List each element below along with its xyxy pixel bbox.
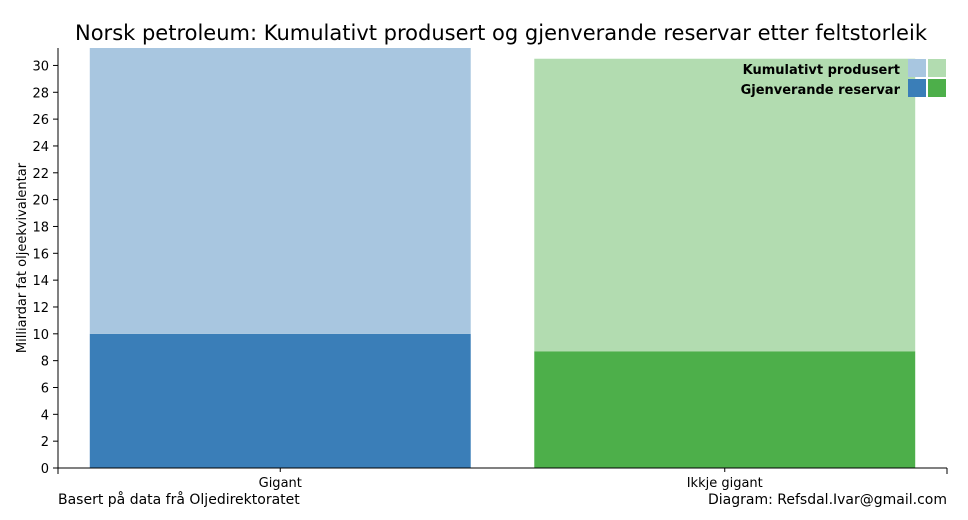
- x-tick-label: Ikkje gigant: [687, 476, 763, 491]
- chart-title: Norsk petroleum: Kumulativt produsert og…: [75, 21, 928, 45]
- bar-reserve-1: [89, 333, 471, 468]
- y-tick-label: 28: [32, 86, 49, 101]
- x-tick-label: Gigant: [259, 476, 302, 491]
- y-tick-label: 10: [32, 328, 49, 343]
- y-tick-label: 4: [41, 408, 49, 423]
- y-tick-label: 30: [32, 59, 49, 74]
- y-axis-label: Milliardar fat oljeekvivalentar: [15, 162, 30, 353]
- y-tick-label: 14: [32, 274, 49, 289]
- legend-label: Gjenverande reservar: [741, 83, 901, 98]
- legend-label: Kumulativt produsert: [743, 63, 900, 78]
- legend: Kumulativt produsert Gjenverande reservar: [741, 59, 946, 98]
- y-tick-label: 8: [41, 355, 49, 370]
- y-tick-label: 20: [32, 194, 49, 209]
- footer-source: Basert på data frå Oljedirektoratet: [58, 491, 300, 508]
- y-tick-label: 2: [41, 435, 49, 450]
- bar-produced-2: [534, 58, 916, 352]
- y-tick-label: 18: [32, 220, 49, 235]
- legend-swatch: [928, 79, 946, 97]
- bar-produced-1: [89, 48, 471, 334]
- y-tick-label: 0: [41, 462, 49, 477]
- legend-swatch: [928, 59, 946, 77]
- y-tick-label: 22: [32, 167, 49, 182]
- footer-credit: Diagram: Refsdal.Ivar@gmail.com: [708, 492, 947, 508]
- y-tick-label: 26: [32, 113, 49, 128]
- y-tick-label: 16: [32, 247, 49, 262]
- legend-swatch: [908, 59, 926, 77]
- y-tick-label: 6: [41, 381, 49, 396]
- bars: [89, 48, 916, 468]
- y-tick-label: 12: [32, 301, 49, 316]
- axes: Gigant Ikkje gigant0246810121416182022242…: [32, 48, 948, 491]
- y-tick-label: 24: [32, 140, 49, 155]
- legend-swatch: [908, 79, 926, 97]
- bar-reserve-2: [534, 351, 916, 468]
